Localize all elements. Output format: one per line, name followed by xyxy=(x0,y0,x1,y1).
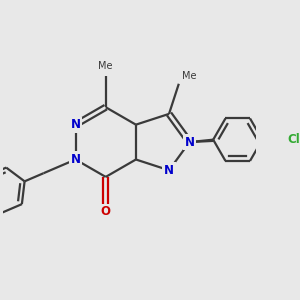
Text: Cl: Cl xyxy=(288,133,300,146)
Text: N: N xyxy=(70,153,80,166)
Text: O: O xyxy=(101,205,111,218)
Text: N: N xyxy=(164,164,174,177)
Text: N: N xyxy=(184,136,194,148)
Text: Me: Me xyxy=(182,70,196,81)
Text: Me: Me xyxy=(98,61,113,71)
Text: N: N xyxy=(70,118,80,131)
